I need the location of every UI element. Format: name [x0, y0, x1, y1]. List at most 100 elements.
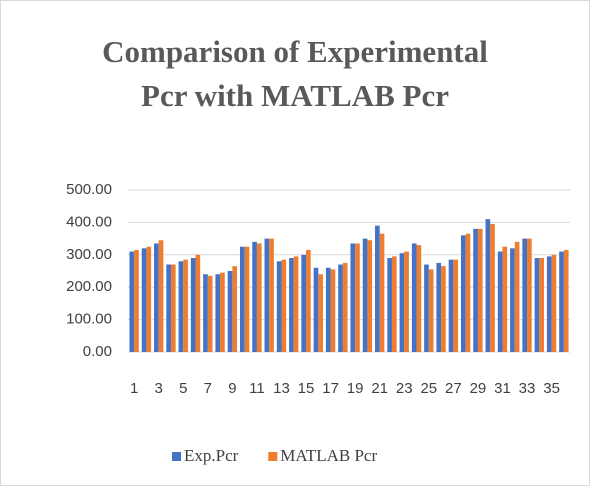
- bar: [338, 264, 343, 352]
- bar: [510, 248, 515, 352]
- x-tick-label: 29: [470, 380, 487, 397]
- bar: [522, 238, 528, 352]
- y-tick-label: 0.00: [83, 343, 112, 360]
- bar: [490, 224, 495, 352]
- bar: [264, 238, 270, 352]
- legend-label: Exp.Pcr: [184, 446, 239, 465]
- bar: [342, 262, 348, 352]
- y-tick-label: 300.00: [66, 246, 112, 263]
- x-tick-label: 3: [155, 380, 163, 397]
- legend-swatch: [268, 452, 278, 461]
- bar: [551, 254, 557, 352]
- bar: [514, 241, 520, 352]
- bar: [355, 243, 360, 352]
- bar: [313, 267, 319, 352]
- y-tick-label: 200.00: [66, 278, 112, 295]
- bar: [330, 269, 336, 352]
- bar: [301, 254, 307, 352]
- bar: [318, 274, 323, 352]
- bar: [178, 261, 184, 352]
- bar: [448, 259, 454, 352]
- x-tick-label: 1: [130, 380, 138, 397]
- bar: [203, 274, 208, 352]
- bar: [465, 233, 471, 352]
- bar: [146, 246, 152, 352]
- bar: [256, 243, 262, 352]
- bar: [325, 267, 331, 352]
- bar: [281, 259, 287, 352]
- bar: [404, 251, 409, 352]
- bar: [460, 235, 466, 352]
- bar: [244, 246, 250, 352]
- x-tick-label: 17: [322, 380, 339, 397]
- bar: [367, 240, 373, 352]
- bar: [215, 274, 221, 352]
- bar: [441, 266, 446, 352]
- bar: [166, 264, 171, 352]
- bar: [416, 245, 422, 352]
- bar: [232, 266, 238, 352]
- bar: [207, 275, 213, 352]
- bar: [252, 241, 257, 352]
- bar: [391, 256, 397, 352]
- bar: [289, 258, 294, 352]
- bar: [539, 258, 544, 352]
- bar: [350, 243, 356, 352]
- x-tick-label: 35: [543, 380, 560, 397]
- bar: [502, 246, 508, 352]
- bar: [453, 259, 459, 352]
- x-tick-label: 5: [179, 380, 187, 397]
- legend-label: MATLAB Pcr: [280, 446, 377, 465]
- bar: [269, 238, 274, 352]
- bar: [546, 256, 552, 352]
- bar: [534, 258, 540, 352]
- bar: [375, 225, 380, 352]
- bar: [559, 251, 564, 352]
- x-tick-label: 33: [519, 380, 536, 397]
- bar: [141, 248, 147, 352]
- legend-swatch: [172, 452, 181, 461]
- bar: [428, 269, 434, 352]
- bar: [276, 261, 282, 352]
- x-tick-label: 7: [204, 380, 212, 397]
- y-tick-label: 100.00: [66, 311, 112, 328]
- x-tick-label: 13: [273, 380, 290, 397]
- bar: [195, 254, 201, 352]
- x-tick-label: 23: [396, 380, 413, 397]
- bar: [183, 259, 188, 352]
- y-tick-label: 400.00: [66, 213, 112, 230]
- x-tick-label: 27: [445, 380, 462, 397]
- bar: [473, 228, 478, 352]
- bar: [306, 249, 311, 352]
- bar: [293, 256, 299, 352]
- x-tick-label: 11: [249, 380, 265, 397]
- bar: [239, 246, 245, 352]
- bar: [190, 258, 196, 352]
- bar: [154, 243, 159, 352]
- bar: [527, 238, 532, 352]
- x-tick-label: 19: [347, 380, 364, 397]
- bar: [379, 233, 385, 352]
- bar: [424, 264, 429, 352]
- x-tick-label: 25: [420, 380, 437, 397]
- bar: [387, 258, 392, 352]
- bar: [485, 219, 491, 352]
- x-tick-label: 9: [228, 380, 236, 397]
- bar: [134, 249, 139, 352]
- x-tick-label: 21: [371, 380, 388, 397]
- y-tick-label: 500.00: [66, 181, 112, 198]
- bar: [477, 228, 483, 352]
- bar: [436, 262, 442, 352]
- bar: [497, 251, 503, 352]
- bar: [220, 272, 225, 352]
- bar: [170, 264, 176, 352]
- bar: [399, 253, 405, 352]
- bar: [129, 251, 135, 352]
- bar: [227, 271, 233, 352]
- bar: [158, 240, 164, 352]
- x-tick-label: 31: [494, 380, 511, 397]
- bar: [563, 249, 569, 352]
- x-tick-label: 15: [298, 380, 315, 397]
